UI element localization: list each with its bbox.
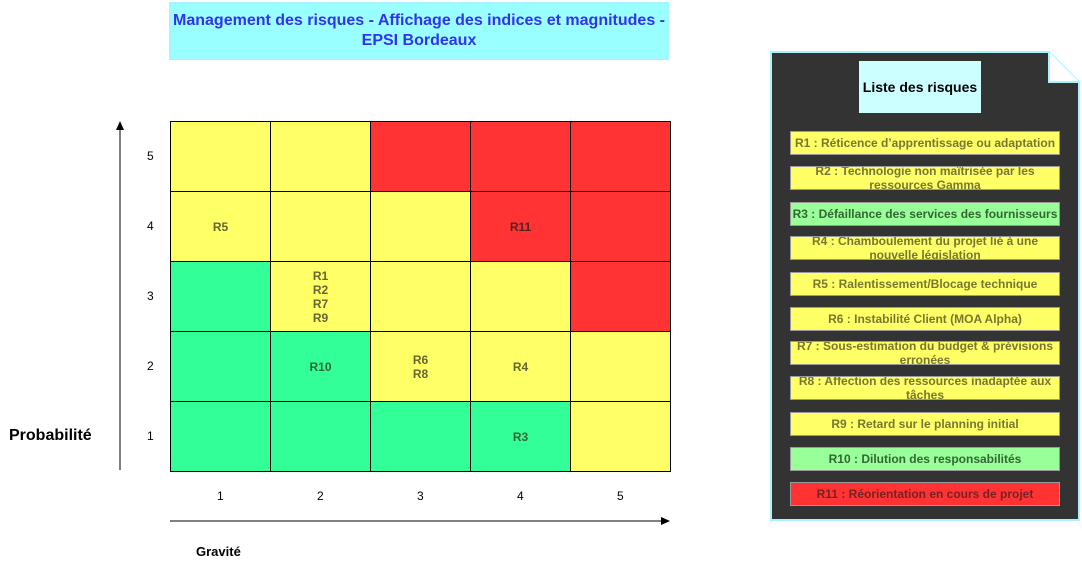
matrix-cell [270, 121, 371, 192]
matrix-cell: R10 [270, 331, 371, 402]
matrix-cell [570, 331, 671, 402]
matrix-cell [570, 121, 671, 192]
risk-list-item: R5 : Ralentissement/Blocage technique [790, 272, 1060, 296]
diagram-title: Management des risques - Affichage des i… [169, 2, 669, 60]
probabilite-tick-label: 4 [147, 219, 154, 233]
matrix-cell: R1 R2 R7 R9 [270, 261, 371, 332]
probabilite-tick-label: 2 [147, 359, 154, 373]
matrix-cell: R3 [470, 401, 571, 472]
gravite-tick-label: 4 [517, 489, 524, 503]
gravite-tick-label: 2 [317, 489, 324, 503]
matrix-cell: R5 [170, 191, 271, 262]
matrix-cell [570, 261, 671, 332]
risk-list-title: Liste des risques [859, 61, 981, 113]
risk-matrix: R5 R11 R1 R2 R7 R9 R10 R6 R8 R4 R3 [170, 121, 671, 472]
matrix-cell: R6 R8 [370, 331, 471, 402]
risk-list-item: R3 : Défaillance des services des fourni… [790, 202, 1060, 226]
matrix-cell [170, 331, 271, 402]
matrix-cell [370, 121, 471, 192]
matrix-cell [570, 401, 671, 472]
y-axis-label: Probabilité [9, 427, 92, 444]
matrix-cell [270, 191, 371, 262]
y-axis-arrowhead [116, 121, 124, 130]
risk-list-item: R10 : Dilution des responsabilités [790, 447, 1060, 471]
matrix-cell [370, 401, 471, 472]
risk-list-item: R11 : Réorientation en cours de projet [790, 482, 1060, 506]
matrix-cell [270, 401, 371, 472]
matrix-cell [370, 261, 471, 332]
x-axis-label: Gravité [196, 544, 241, 559]
matrix-cell: R4 [470, 331, 571, 402]
probabilite-tick-label: 1 [147, 429, 154, 443]
risk-list-item: R7 : Sous-estimation du budget & prévisi… [790, 341, 1060, 365]
risk-list-item: R4 : Chamboulement du projet lié à une n… [790, 236, 1060, 260]
risk-list-item: R9 : Retard sur le planning initial [790, 412, 1060, 436]
probabilite-tick-label: 5 [147, 149, 154, 163]
matrix-cell [570, 191, 671, 262]
risk-list-item: R6 : Instabilité Client (MOA Alpha) [790, 307, 1060, 331]
gravite-tick-label: 5 [617, 489, 624, 503]
matrix-cell [470, 261, 571, 332]
matrix-cell [170, 401, 271, 472]
risk-list-item: R1 : Réticence d’apprentissage ou adapta… [790, 131, 1060, 155]
risk-list-item: R2 : Technologie non maîtrisée par les r… [790, 166, 1060, 190]
matrix-cell [170, 261, 271, 332]
matrix-cell [170, 121, 271, 192]
matrix-cell [370, 191, 471, 262]
matrix-cell [470, 121, 571, 192]
gravite-tick-label: 3 [417, 489, 424, 503]
matrix-cell: R11 [470, 191, 571, 262]
probabilite-tick-label: 3 [147, 289, 154, 303]
gravite-tick-label: 1 [217, 489, 224, 503]
risk-list-item: R8 : Affection des ressources inadaptée … [790, 376, 1060, 400]
x-axis-arrowhead [661, 517, 670, 525]
